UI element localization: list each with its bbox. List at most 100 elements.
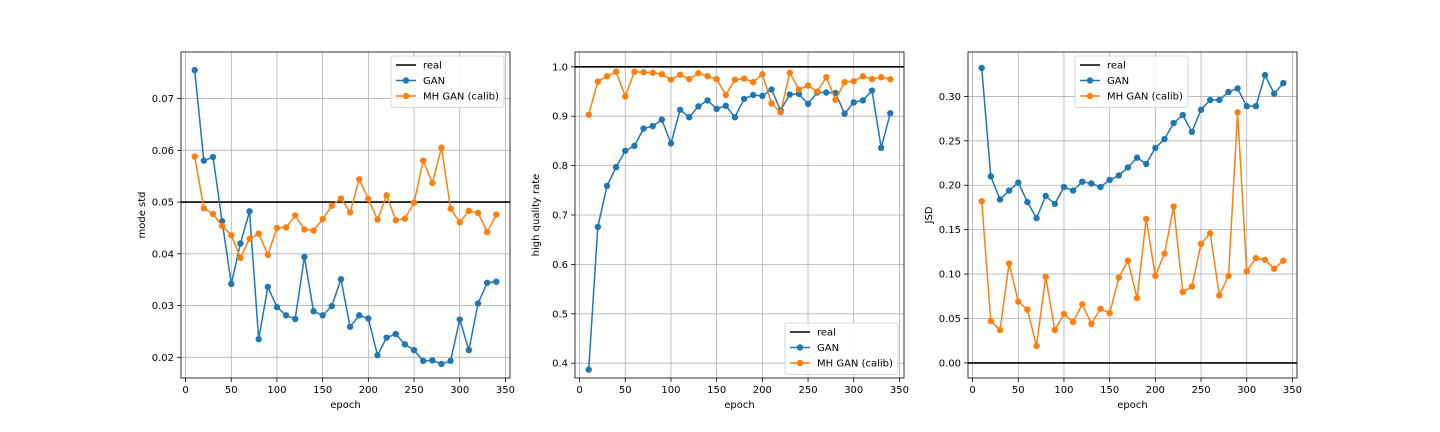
data-point: [273, 303, 281, 311]
data-point: [1060, 310, 1068, 318]
data-point: [246, 235, 253, 243]
legend-box: [784, 322, 899, 375]
y-axis-label: JSD: [924, 206, 935, 224]
data-point: [200, 157, 208, 164]
x-tick-label: 0: [182, 385, 188, 396]
data-point: [1079, 178, 1086, 185]
legend-label: MH GAN (calib): [423, 92, 499, 103]
data-point: [1261, 256, 1269, 264]
legend-label: real: [817, 328, 836, 339]
legend-entry: GAN: [1080, 76, 1129, 87]
data-point: [282, 224, 290, 231]
x-tick-label: 200: [1146, 385, 1165, 396]
data-point: [585, 366, 592, 373]
data-point: [374, 216, 381, 223]
series-mh-gan-calib: [978, 109, 1287, 350]
data-point: [1106, 176, 1113, 184]
series-line: [193, 147, 497, 260]
series-mh-gan-calib: [585, 68, 894, 118]
data-point: [1024, 198, 1031, 206]
data-point: [1015, 298, 1022, 305]
legend: real GAN MH GAN (calib): [1074, 55, 1189, 108]
data-point: [786, 69, 793, 76]
x-tick-label: 100: [661, 385, 680, 396]
data-point: [483, 279, 491, 286]
data-point: [1197, 240, 1205, 248]
data-point: [750, 78, 757, 86]
data-point: [740, 75, 748, 82]
x-tick-label: 250: [404, 385, 423, 396]
data-point: [1197, 106, 1205, 113]
x-tick-label: 300: [1237, 385, 1256, 396]
data-point: [383, 334, 390, 341]
data-point: [987, 317, 995, 325]
data-point: [1179, 111, 1186, 119]
y-tick-label: 0.5: [552, 309, 568, 320]
data-point: [1161, 135, 1168, 143]
data-point: [1088, 320, 1095, 328]
data-point: [419, 357, 427, 365]
legend-label: real: [423, 61, 442, 72]
data-point: [750, 91, 757, 99]
data-point: [585, 111, 592, 118]
legend: real GAN MH GAN (calib): [784, 322, 899, 375]
data-point: [1179, 288, 1186, 296]
data-point: [319, 312, 326, 319]
data-point: [209, 153, 217, 161]
data-point: [996, 326, 1004, 334]
data-point: [1106, 309, 1113, 317]
data-point: [1124, 164, 1132, 171]
data-point: [447, 357, 454, 365]
legend-entry: real: [396, 61, 442, 72]
data-point: [1133, 294, 1141, 302]
y-tick-label: 0.20: [939, 181, 961, 192]
data-point: [868, 75, 876, 83]
y-tick-label: 0.00: [939, 358, 961, 369]
data-point: [594, 223, 602, 231]
data-point: [823, 89, 830, 96]
data-point: [850, 77, 857, 85]
data-point: [887, 75, 894, 83]
data-point: [740, 95, 748, 103]
data-point: [695, 103, 702, 110]
data-point: [493, 211, 500, 218]
legend-entry: real: [1080, 61, 1126, 72]
data-point: [1252, 254, 1260, 262]
data-point: [1042, 192, 1049, 200]
data-point: [1270, 90, 1278, 97]
legend-label: GAN: [423, 76, 445, 87]
data-point: [1270, 265, 1278, 272]
data-point: [438, 144, 445, 151]
data-point: [850, 99, 857, 106]
data-point: [483, 228, 491, 236]
legend-entry: GAN: [396, 76, 445, 87]
data-point: [1024, 306, 1031, 313]
data-point: [603, 73, 611, 80]
legend-marker: [796, 344, 804, 351]
data-point: [337, 275, 345, 283]
data-point: [1069, 318, 1077, 326]
data-point: [1115, 274, 1122, 281]
y-tick-label: 0.30: [939, 92, 961, 103]
legend-label: real: [1107, 61, 1126, 72]
legend-entry: real: [790, 328, 836, 339]
data-point: [456, 219, 463, 226]
data-point: [474, 209, 482, 217]
data-point: [1060, 183, 1068, 191]
data-point: [1225, 272, 1232, 280]
data-point: [640, 69, 647, 76]
x-tick-label: 250: [798, 385, 817, 396]
legend-entry: GAN: [790, 343, 839, 354]
legend-marker: [1086, 92, 1094, 100]
panel-1: 0 50 100 150 200 250 300 350 0.02 0.03 0.04 0.05 0.0…: [137, 51, 515, 411]
data-point: [777, 109, 784, 116]
x-tick-label: 50: [1012, 385, 1025, 396]
x-tick-label: 100: [267, 385, 286, 396]
series-mh-gan-calib: [191, 144, 500, 262]
data-point: [1042, 273, 1049, 280]
data-point: [649, 122, 656, 130]
data-point: [1152, 272, 1159, 280]
data-point: [1124, 257, 1132, 264]
data-point: [438, 360, 445, 368]
